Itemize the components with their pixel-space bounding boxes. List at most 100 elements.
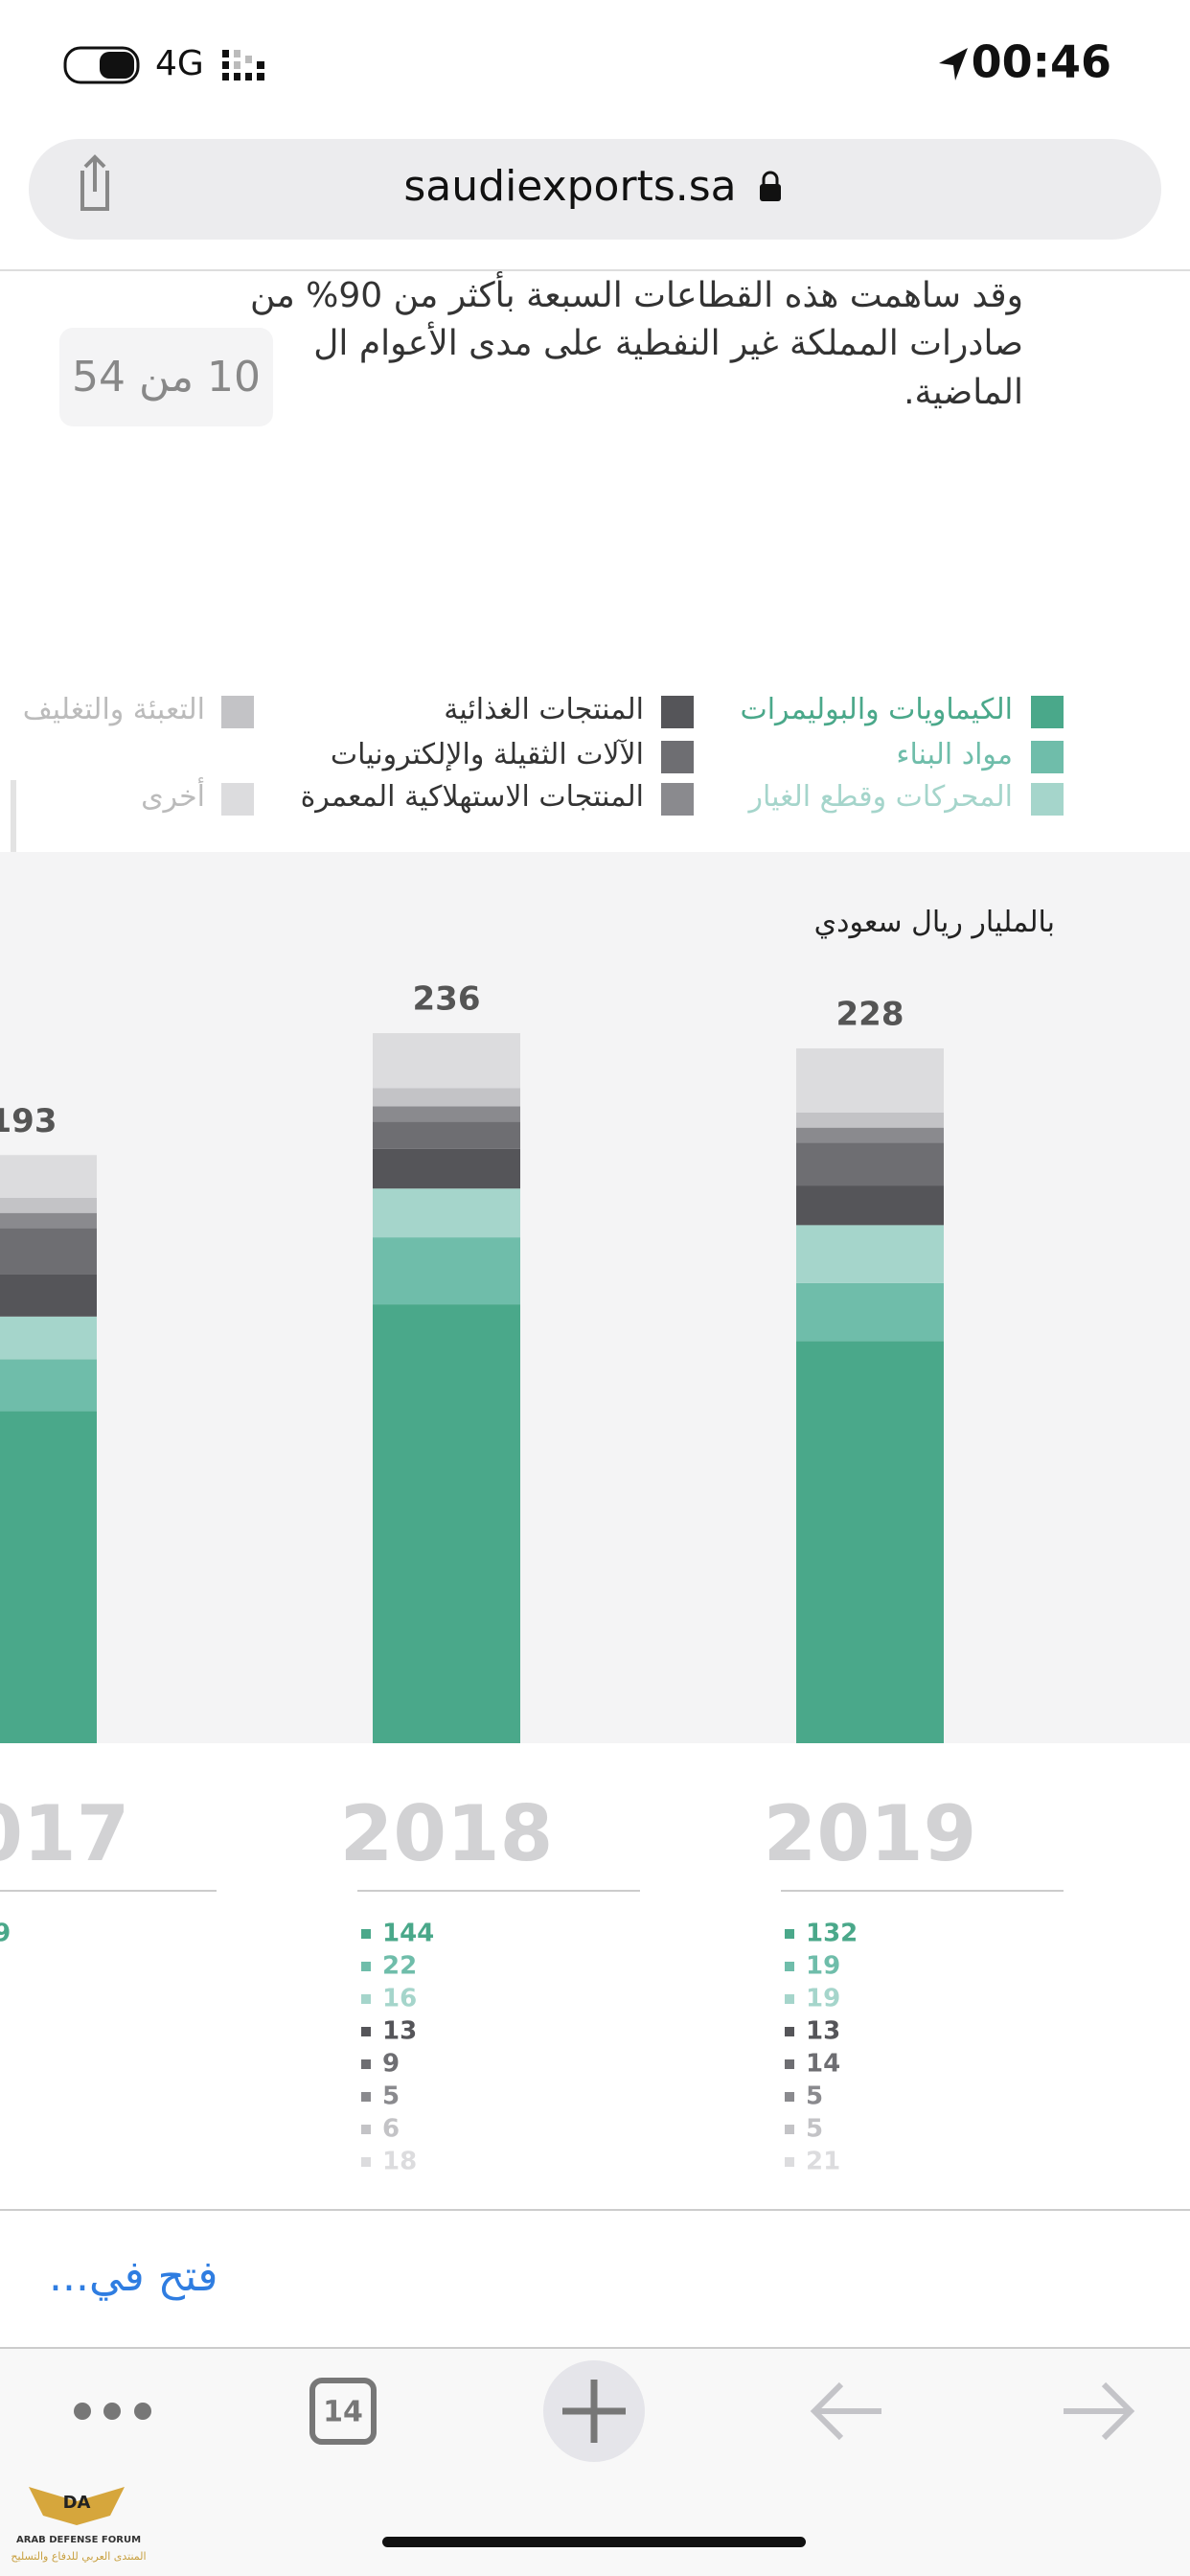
open-in-link[interactable]: فتح في...: [49, 2252, 218, 2301]
lock-icon: [760, 171, 781, 201]
bar-segment: [373, 1106, 520, 1122]
tab-count[interactable]: 14: [323, 2396, 363, 2429]
bar-segment: [796, 1225, 944, 1283]
bar-segment: [373, 1148, 520, 1189]
article-line: الماضية.: [904, 372, 1023, 412]
home-indicator: [382, 2537, 806, 2547]
total-label: 193: [0, 1102, 57, 1140]
bar-segment: [796, 1185, 944, 1226]
bar-segment: [0, 1155, 97, 1198]
legend-swatch: [221, 696, 254, 728]
value-label: 19: [806, 1952, 840, 1981]
chart-subtitle: بالمليار ريال سعودي: [813, 906, 1055, 939]
legend-swatch: [661, 696, 694, 728]
value-label: 18: [382, 2148, 417, 2176]
legend-swatch: [1031, 741, 1064, 773]
legend-swatch: [661, 783, 694, 816]
bar-segment: [373, 1088, 520, 1107]
year-label: 2019: [764, 1789, 977, 1878]
bar-segment: [0, 1359, 97, 1412]
bar-segment: [373, 1304, 520, 1743]
list-swatch: [785, 1929, 794, 1939]
value-label: 5: [806, 2115, 823, 2144]
battery: [63, 46, 140, 84]
signal: [222, 50, 264, 80]
bar-segment: [0, 1274, 97, 1317]
list-swatch: [361, 2092, 371, 2102]
legend-label: الكيماويات والبوليمرات: [740, 693, 1013, 726]
watermark-logo: DA: [63, 2493, 91, 2513]
year-label: 2017: [0, 1789, 129, 1878]
bar-segment: [796, 1047, 944, 1113]
list-swatch: [361, 2059, 371, 2069]
list-swatch: [361, 1929, 371, 1939]
value-label: 19: [806, 1985, 840, 2013]
bar-segment: [796, 1282, 944, 1342]
value-label: 6: [382, 2115, 400, 2144]
value-label: 9: [382, 2050, 400, 2079]
chart-panel: [0, 852, 1190, 1743]
value-label: 109: [0, 1920, 11, 1948]
value-label: 14: [806, 2050, 840, 2079]
forward-button[interactable]: [1064, 2381, 1135, 2441]
battery-level: [100, 52, 134, 79]
bar-segment: [0, 1411, 97, 1743]
value-label: 5: [382, 2082, 400, 2111]
list-swatch: [785, 1962, 794, 1971]
bar-segment: [0, 1228, 97, 1275]
value-label: 22: [382, 1952, 417, 1981]
plus-icon: [562, 2380, 626, 2443]
page-badge: 10 من 54: [59, 328, 273, 426]
back-button[interactable]: [810, 2381, 881, 2441]
legend-swatch: [661, 741, 694, 773]
value-label: 13: [806, 2017, 840, 2046]
total-label: 228: [836, 995, 904, 1033]
list-swatch: [361, 2027, 371, 2036]
list-swatch: [361, 1994, 371, 2004]
bar-segment: [373, 1033, 520, 1089]
list-swatch: [785, 2125, 794, 2134]
bar-segment: [373, 1237, 520, 1305]
legend-label: أخرى: [141, 780, 205, 814]
url[interactable]: saudiexports.sa: [403, 162, 736, 211]
legend-swatch: [221, 783, 254, 816]
location-icon: [939, 48, 968, 80]
bar-segment: [796, 1127, 944, 1143]
value-label: 5: [806, 2082, 823, 2111]
network: 4G: [155, 44, 204, 83]
tabs-button[interactable]: [309, 2378, 377, 2445]
article-line: صادرات المملكة غير النفطية على مدى الأعو…: [313, 324, 1023, 364]
list-swatch: [785, 2027, 794, 2036]
legend-swatch: [1031, 783, 1064, 816]
legend-label: المحركات وقطع الغيار: [748, 780, 1013, 814]
watermark-name: ARAB DEFENSE FORUM: [16, 2535, 141, 2545]
list-swatch: [361, 1962, 371, 1971]
menu-button[interactable]: [74, 2403, 151, 2420]
url-bar[interactable]: [29, 139, 1161, 240]
value-label: 13: [382, 2017, 417, 2046]
bar-segment: [796, 1112, 944, 1128]
bar-segment: [796, 1341, 944, 1743]
legend-label: الآلات الثقيلة والإلكترونيات: [330, 738, 644, 771]
list-swatch: [785, 2157, 794, 2167]
share-button[interactable]: [80, 154, 109, 211]
list-swatch: [785, 2059, 794, 2069]
legend-label: المنتجات الغذائية: [444, 693, 644, 726]
bar-segment: [796, 1142, 944, 1186]
legend-label: مواد البناء: [896, 738, 1013, 771]
list-swatch: [361, 2125, 371, 2134]
article-line: وقد ساهمت هذه القطاعات السبعة بأكثر من 9…: [250, 276, 1023, 315]
legend-swatch: [1031, 696, 1064, 728]
list-swatch: [361, 2157, 371, 2167]
watermark-arabic: المنتدى العربي للدفاع والتسليح: [11, 2550, 146, 2563]
legend-label: التعبئة والتغليف: [22, 693, 205, 726]
list-swatch: [785, 1994, 794, 2004]
bar-segment: [373, 1188, 520, 1238]
bar-segment: [0, 1212, 97, 1229]
clock: 00:46: [972, 36, 1111, 88]
watermark-wings: [29, 2487, 125, 2525]
value-label: 132: [806, 1920, 858, 1948]
bar-segment: [373, 1121, 520, 1149]
